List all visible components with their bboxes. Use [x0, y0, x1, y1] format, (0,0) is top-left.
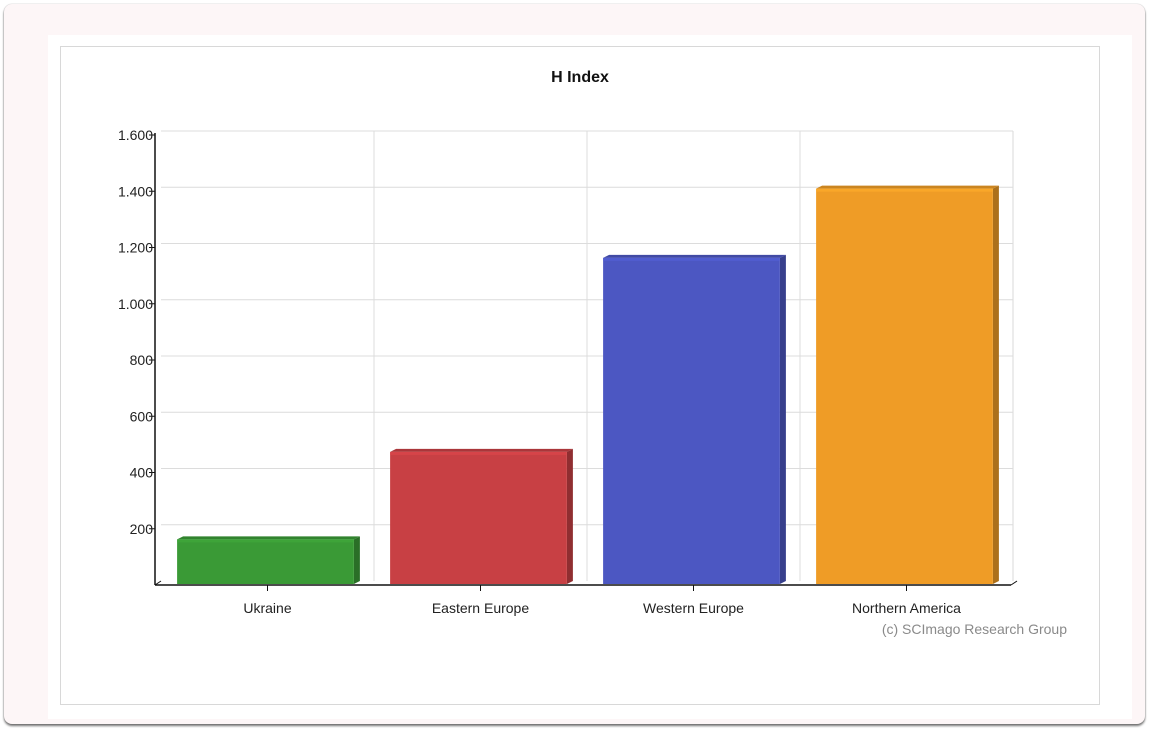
y-tick-label: 600 [130, 408, 154, 424]
bar-highlight [603, 257, 780, 261]
bar[interactable] [816, 185, 999, 584]
x-tick-label: Ukraine [243, 600, 291, 616]
bar-side [353, 536, 360, 584]
y-tick-label: 1.600 [118, 127, 153, 143]
bar[interactable] [177, 536, 360, 584]
y-tick-label: 1.200 [118, 240, 153, 256]
bar-top [390, 448, 573, 452]
bar-side [992, 185, 999, 584]
bar-highlight [390, 451, 567, 455]
bar-top [603, 254, 786, 258]
x-tick-label: Northern America [852, 600, 961, 616]
bar-front [177, 539, 354, 584]
bar-top [816, 185, 999, 189]
bar-side [566, 448, 573, 584]
bar-highlight [177, 539, 354, 543]
bar-highlight [816, 188, 993, 192]
bar-front [816, 188, 993, 584]
bars [177, 185, 999, 584]
y-tick-label: 800 [130, 352, 154, 368]
y-tick-label: 1.000 [118, 296, 153, 312]
floor-edge-right [1010, 580, 1018, 586]
grid-lines [161, 130, 1014, 581]
x-tick-label: Eastern Europe [432, 600, 529, 616]
bar-front [390, 451, 567, 584]
floor-edge-left [154, 580, 162, 586]
bar[interactable] [603, 254, 786, 584]
bar-side [779, 254, 786, 584]
y-tick-label: 200 [130, 521, 154, 537]
y-tick-label: 1.400 [118, 183, 153, 199]
labels: H Index (c) SCImago Research Group 200 40… [118, 69, 1067, 637]
bar-front [603, 257, 780, 584]
bar-top [177, 536, 360, 540]
y-tick-label: 400 [130, 465, 154, 481]
x-tick-label: Western Europe [643, 600, 744, 616]
chart-title: H Index [551, 69, 609, 86]
bar[interactable] [390, 448, 573, 584]
credit-label: (c) SCImago Research Group [882, 621, 1067, 637]
axes [149, 133, 1018, 591]
